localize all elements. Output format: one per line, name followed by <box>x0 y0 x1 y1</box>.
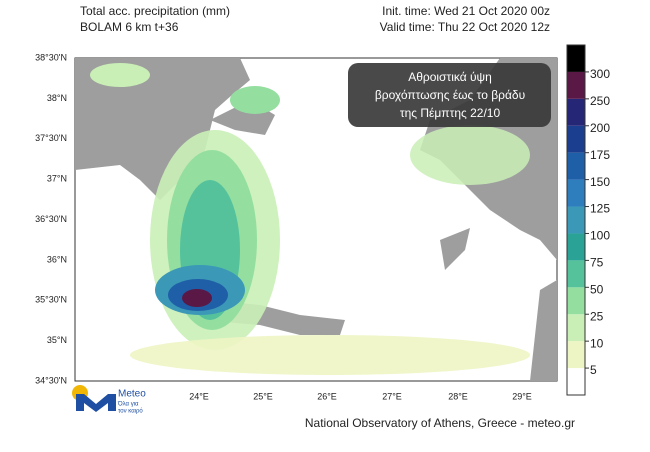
colorbar-label: 25 <box>590 309 604 323</box>
land <box>530 280 557 381</box>
colorbar-segment <box>567 98 585 126</box>
credit: National Observatory of Athens, Greece -… <box>305 416 575 430</box>
lon-label: 26°E <box>317 391 337 401</box>
lon-label: 28°E <box>448 391 468 401</box>
callout-line: βροχόπτωσης έως το βράδυ <box>375 88 525 102</box>
colorbar-segment <box>567 179 585 207</box>
lon-label: 24°E <box>189 391 209 401</box>
colorbar-segment <box>567 287 585 315</box>
colorbar-segment <box>567 260 585 288</box>
colorbar-label: 200 <box>590 121 610 135</box>
colorbar-segment <box>567 368 585 395</box>
map: Αθροιστικά ύψη βροχόπτωσης έως το βράδυ … <box>74 57 558 382</box>
logo-mark <box>76 394 116 412</box>
colorbar-label: 10 <box>590 336 604 350</box>
lat-label: 36°N <box>47 254 67 264</box>
callout-box <box>348 63 551 127</box>
lat-label: 38°30'N <box>35 52 67 62</box>
lat-label: 34°30'N <box>35 375 67 385</box>
logo-tagline: Όλα για <box>117 402 139 408</box>
precip-area <box>130 335 530 375</box>
logo: Meteo Όλα για τον καιρό <box>72 385 146 415</box>
colorbar-frame <box>566 44 586 396</box>
colorbar-label: 250 <box>590 94 610 108</box>
colorbar-label: 100 <box>590 229 610 243</box>
colorbar-segment <box>567 71 585 99</box>
lat-label: 36°30'N <box>35 214 67 224</box>
callout-line: Αθροιστικά ύψη <box>408 70 492 84</box>
colorbar-segment <box>567 314 585 342</box>
colorbar-label: 150 <box>590 175 610 189</box>
colorbar-segment <box>567 45 585 72</box>
colorbar-segment <box>567 152 585 180</box>
logo-tagline: τον καιρό <box>118 408 143 415</box>
model: BOLAM 6 km t+36 <box>80 20 179 34</box>
init-time: Init. time: Wed 21 Oct 2020 00z <box>382 4 550 18</box>
lat-label: 37°N <box>47 174 67 184</box>
land <box>75 58 250 200</box>
colorbar-segment <box>567 206 585 234</box>
colorbar-segment <box>567 233 585 261</box>
colorbar-label: 5 <box>590 363 597 377</box>
colorbar-label: 50 <box>590 282 604 296</box>
lon-label: 25°E <box>253 391 273 401</box>
precip-area <box>90 63 150 87</box>
lon-label: 27°E <box>382 391 402 401</box>
valid-time: Valid time: Thu 22 Oct 2020 12z <box>380 20 550 34</box>
callout-line: της Πέμπτης 22/10 <box>400 106 501 120</box>
colorbar-label: 300 <box>590 67 610 81</box>
lat-label: 38°N <box>47 93 67 103</box>
precip-area <box>182 289 212 307</box>
colorbar-segment <box>567 341 585 369</box>
lat-label: 35°N <box>47 335 67 345</box>
colorbar-label: 175 <box>590 148 610 162</box>
logo-name: Meteo <box>118 389 146 400</box>
colorbar-label: 75 <box>590 256 604 270</box>
title: Total acc. precipitation (mm) <box>80 4 230 18</box>
lat-label: 37°30'N <box>35 133 67 143</box>
precip-area <box>410 125 530 185</box>
colorbar-label: 125 <box>590 202 610 216</box>
lon-label: 29°E <box>512 391 532 401</box>
colorbar-segment <box>567 125 585 153</box>
land <box>440 228 470 270</box>
precip-area <box>230 86 280 114</box>
lat-label: 35°30'N <box>35 295 67 305</box>
